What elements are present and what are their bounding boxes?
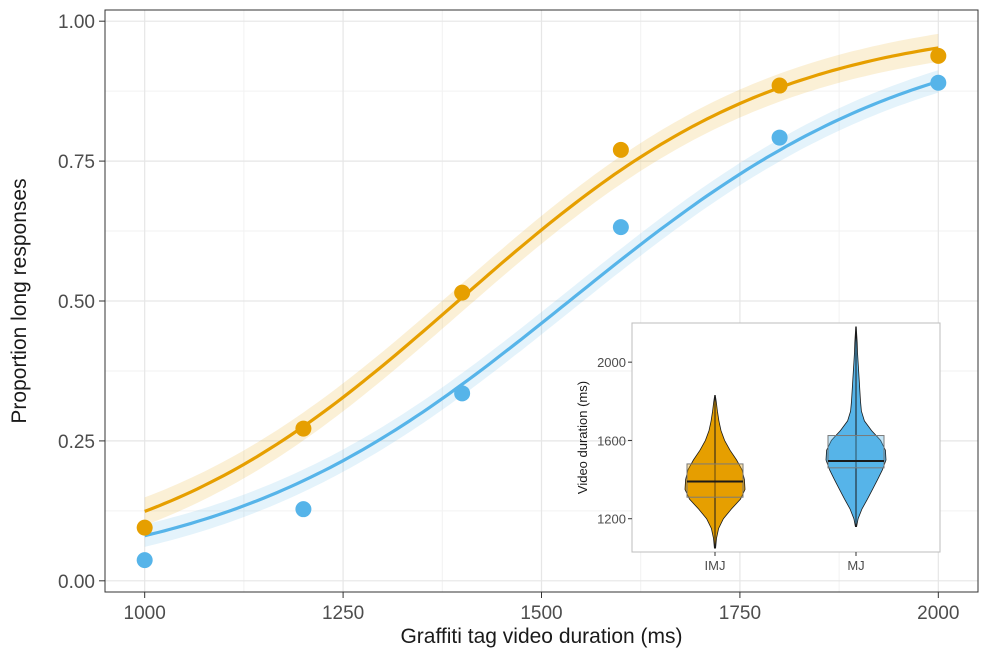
data-point bbox=[136, 552, 153, 569]
inset-y-axis-title: Video duration (ms) bbox=[575, 381, 590, 494]
data-point bbox=[612, 219, 629, 236]
data-points bbox=[136, 47, 947, 569]
inset-violins bbox=[684, 326, 887, 549]
y-axis-ticks: 0.00 0.25 0.50 0.75 1.00 bbox=[58, 12, 105, 593]
x-axis-ticks: 1000 1250 1500 1750 2000 bbox=[124, 592, 959, 624]
main-gridlines bbox=[105, 10, 978, 592]
y-axis-title: Proportion long responses bbox=[8, 178, 31, 423]
data-point bbox=[454, 385, 471, 402]
y-tick-label: 1.00 bbox=[58, 12, 95, 33]
data-point bbox=[454, 284, 471, 301]
x-tick-label: 2000 bbox=[917, 603, 959, 624]
main-plot-panel: 1000 1250 1500 1750 2000 0.00 0.25 0.50 0.75 1.0… bbox=[8, 9, 979, 648]
data-point bbox=[136, 519, 153, 536]
data-point bbox=[930, 74, 947, 91]
y-tick-label: 0.75 bbox=[58, 152, 95, 173]
data-point bbox=[930, 47, 947, 64]
confidence-band-1 bbox=[144, 70, 939, 547]
inset-violin-panel: 1200 1600 2000 IMJ MJ Video duration (ms) bbox=[575, 322, 941, 573]
y-tick-label: 0.00 bbox=[58, 572, 95, 593]
inset-x-axis-ticks: IMJ MJ bbox=[705, 552, 865, 573]
box-MJ bbox=[827, 435, 885, 469]
fit-confidence-bands bbox=[144, 33, 939, 547]
inset-x-tick-label: MJ bbox=[847, 558, 864, 573]
x-tick-label: 1000 bbox=[124, 603, 166, 624]
x-tick-label: 1250 bbox=[322, 603, 364, 624]
data-point bbox=[612, 141, 629, 158]
x-axis-title: Graffiti tag video duration (ms) bbox=[400, 625, 682, 648]
inset-x-tick-label: IMJ bbox=[705, 558, 726, 573]
inset-y-tick-label: 1200 bbox=[597, 512, 626, 527]
fit-curves bbox=[144, 46, 939, 538]
y-tick-label: 0.25 bbox=[58, 432, 95, 453]
data-point bbox=[295, 501, 312, 518]
x-tick-label: 1500 bbox=[520, 603, 562, 624]
fit-curve-0 bbox=[144, 46, 939, 513]
inset-y-tick-label: 1600 bbox=[597, 433, 626, 448]
data-point bbox=[771, 129, 788, 146]
x-tick-label: 1750 bbox=[719, 603, 761, 624]
confidence-band-0 bbox=[144, 33, 939, 526]
inset-plot-background bbox=[631, 322, 941, 553]
inset-y-axis-ticks: 1200 1600 2000 bbox=[597, 355, 632, 527]
fit-curve-1 bbox=[144, 79, 939, 538]
y-tick-label: 0.50 bbox=[58, 292, 95, 313]
inset-y-tick-label: 2000 bbox=[597, 355, 626, 370]
data-point bbox=[771, 77, 788, 94]
data-point bbox=[295, 420, 312, 437]
